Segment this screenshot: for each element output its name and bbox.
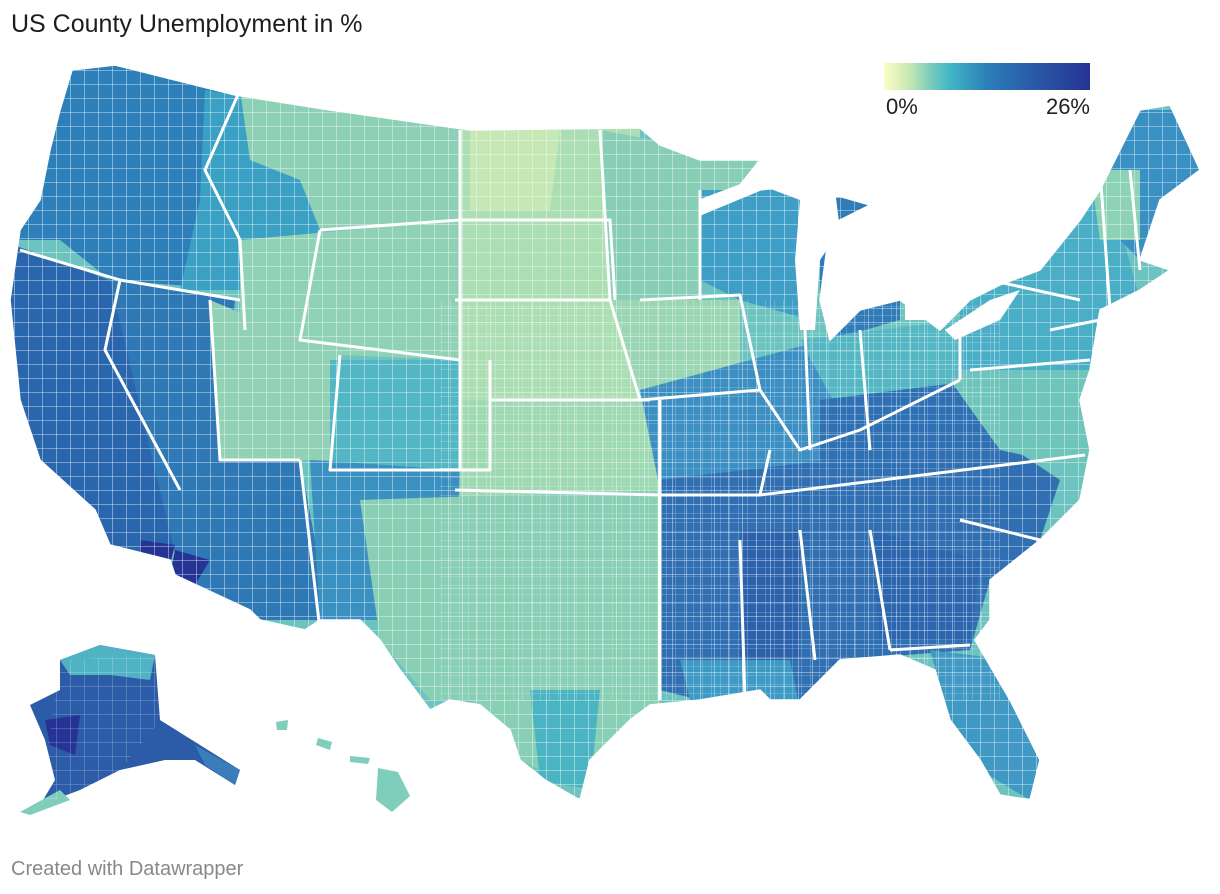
state-borders	[19, 89, 1142, 701]
choropleth-map[interactable]	[0, 50, 1220, 850]
map-title: US County Unemployment in %	[11, 10, 363, 38]
us-map-svg[interactable]	[0, 50, 1220, 850]
legend-min-label: 0%	[886, 94, 918, 119]
footer-credit[interactable]: Created with Datawrapper	[11, 858, 244, 880]
alaska	[20, 645, 240, 815]
legend-gradient-bar	[884, 63, 1090, 90]
legend-max-label: 26%	[1045, 94, 1090, 119]
color-legend: 0% 26%	[884, 63, 1090, 123]
county-fills	[10, 65, 1200, 800]
hawaii	[276, 720, 410, 812]
